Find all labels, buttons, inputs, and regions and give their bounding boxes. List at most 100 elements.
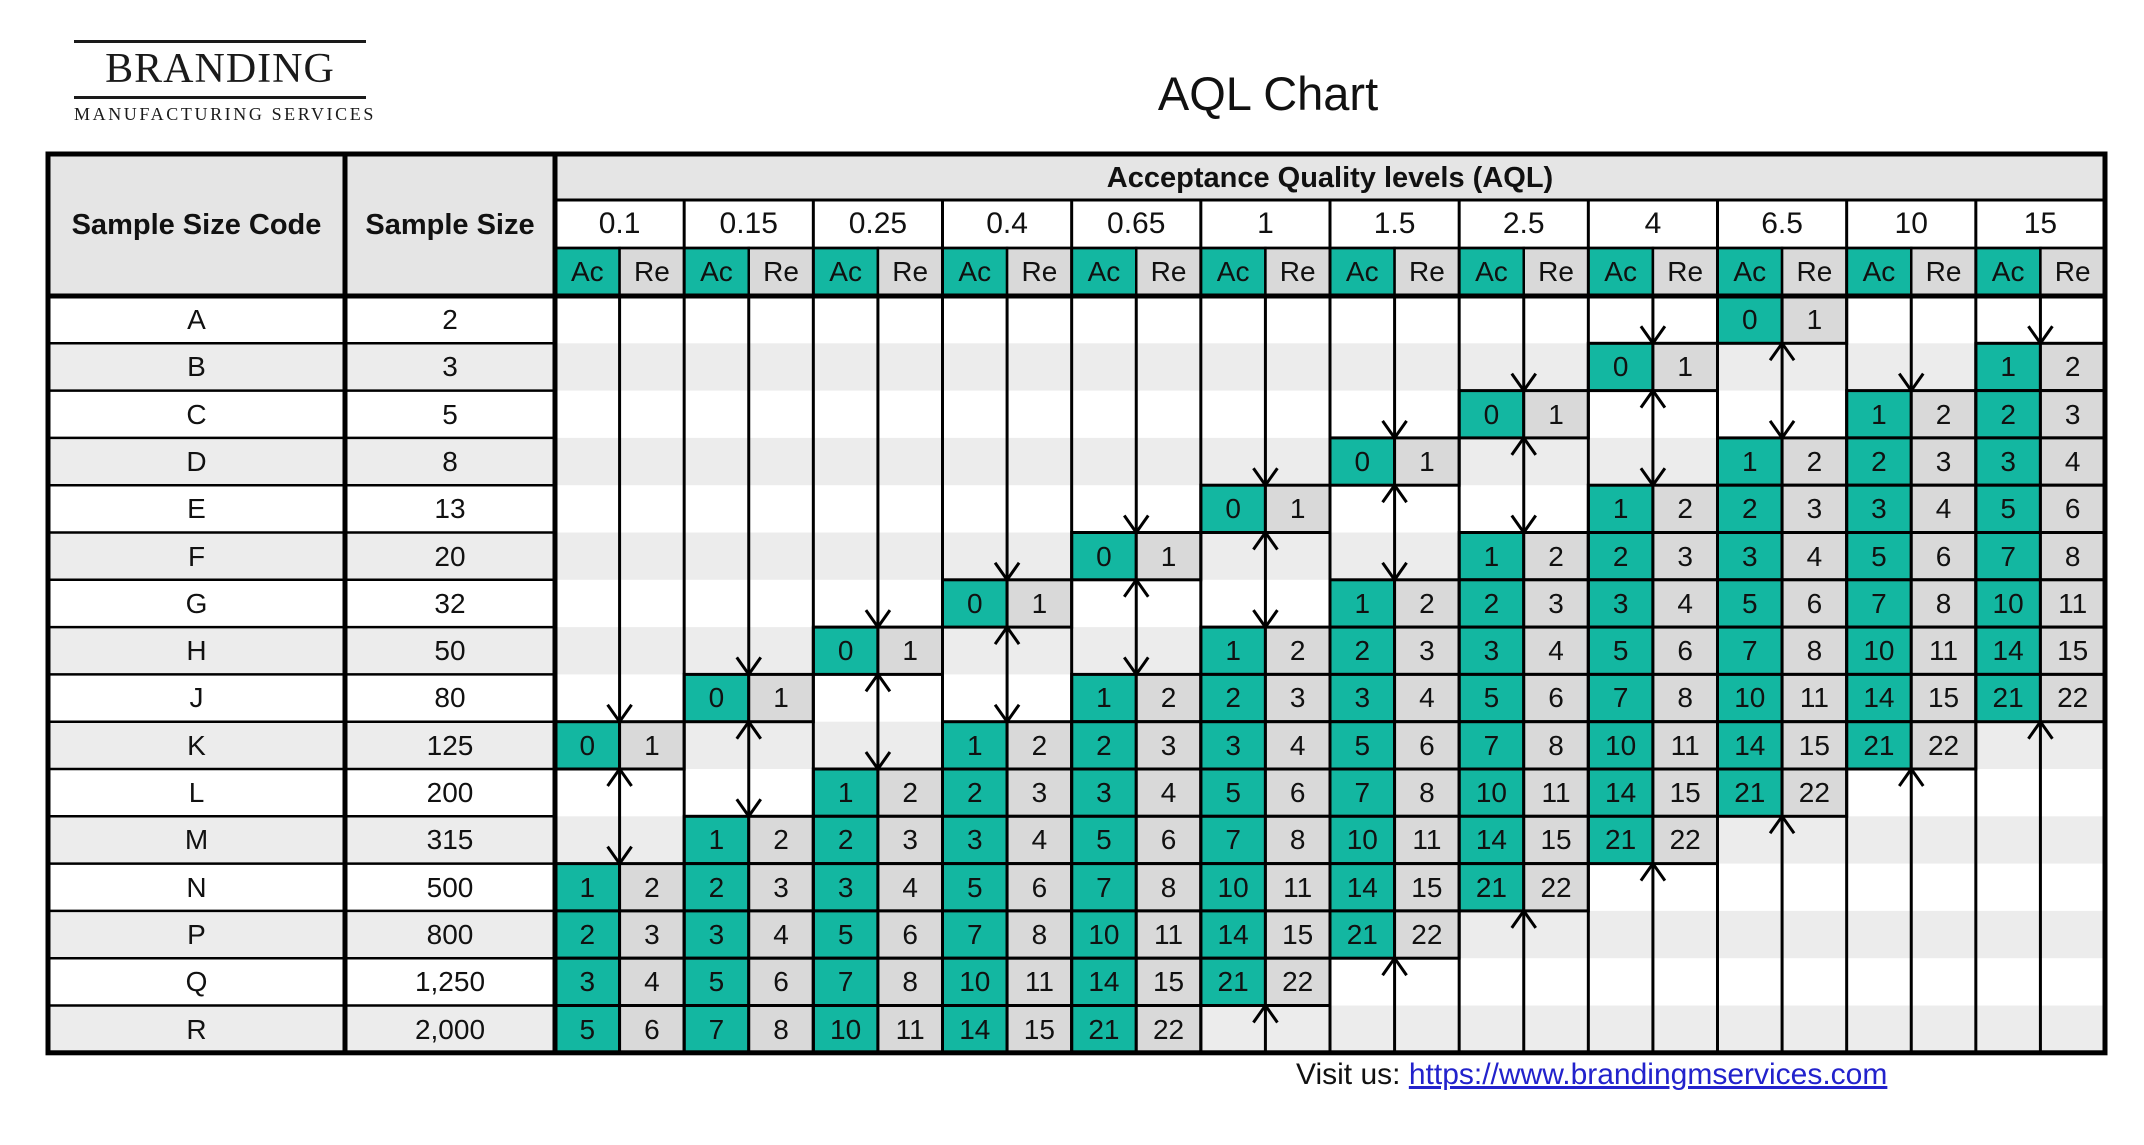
ac-value-cell xyxy=(1457,767,1526,818)
ac-value-cell xyxy=(1715,672,1784,724)
table-outer-border xyxy=(45,151,2108,1056)
re-value-cell xyxy=(2038,483,2107,535)
arrow-up-down-icon xyxy=(864,671,892,772)
ac-value-cell xyxy=(1328,814,1397,866)
re-value-cell xyxy=(1134,672,1203,724)
ac-value-cell xyxy=(1457,578,1526,629)
re-value-cell xyxy=(876,1004,944,1055)
ac-value-cell xyxy=(1586,720,1655,771)
ac-value-cell xyxy=(1715,625,1784,676)
ac-value-cell xyxy=(811,625,880,676)
ac-value-cell xyxy=(1070,720,1138,771)
ac-header-cell xyxy=(812,246,880,298)
ac-value-cell xyxy=(1974,672,2042,724)
re-value-cell xyxy=(2038,341,2107,393)
ac-value-cell xyxy=(1199,672,1267,724)
re-value-cell xyxy=(747,909,815,960)
ac-value-cell xyxy=(1586,578,1655,629)
re-value-cell xyxy=(1522,625,1590,676)
re-value-cell xyxy=(1651,625,1719,676)
arrow-up-down-icon xyxy=(1381,482,1408,583)
ac-value-cell xyxy=(1974,625,2042,676)
ac-value-cell xyxy=(940,1004,1009,1055)
footer-link[interactable]: https://www.brandingmservices.com xyxy=(1408,1058,1888,1091)
arrow-down-icon xyxy=(1639,296,1667,346)
re-value-cell xyxy=(1134,956,1203,1008)
re-value-cell xyxy=(747,672,815,724)
re-value-cell xyxy=(618,720,686,771)
re-value-cell xyxy=(618,862,686,913)
arrow-up-down-icon xyxy=(1123,577,1150,678)
ac-value-cell xyxy=(1457,531,1526,582)
ac-value-cell xyxy=(940,909,1009,960)
ac-header-cell xyxy=(553,246,621,298)
re-value-cell xyxy=(1909,720,1978,771)
ac-value-cell xyxy=(1070,862,1138,913)
ac-value-cell xyxy=(553,1004,622,1055)
re-value-cell xyxy=(1393,672,1461,724)
arrow-up-down-icon xyxy=(1252,529,1279,630)
ac-value-cell xyxy=(1845,625,1913,676)
ac-value-cell xyxy=(940,720,1009,771)
re-value-cell xyxy=(1134,767,1203,818)
ac-value-cell xyxy=(1715,294,1784,345)
ac-value-cell xyxy=(1070,814,1138,866)
ac-value-cell xyxy=(1974,436,2042,487)
re-value-cell xyxy=(1134,531,1203,582)
re-header-cell xyxy=(1134,246,1203,298)
re-value-cell xyxy=(1005,767,1074,818)
ac-value-cell xyxy=(682,909,751,960)
re-value-cell xyxy=(1651,767,1719,818)
re-value-cell xyxy=(1522,720,1590,771)
re-header-cell xyxy=(1651,246,1719,298)
ac-value-cell xyxy=(1586,483,1655,535)
arrow-down-icon xyxy=(735,296,762,678)
ac-value-cell xyxy=(1070,672,1138,724)
arrow-up-down-icon xyxy=(735,719,762,819)
ac-value-cell xyxy=(811,1004,880,1055)
arrow-down-icon xyxy=(1123,296,1150,536)
re-value-cell xyxy=(1393,436,1461,487)
re-value-cell xyxy=(1134,814,1203,866)
ac-value-cell xyxy=(553,956,622,1008)
re-value-cell xyxy=(1263,814,1332,866)
re-header-cell xyxy=(876,246,944,298)
ac-value-cell xyxy=(1070,909,1138,960)
banner-bg xyxy=(555,154,2105,200)
re-value-cell xyxy=(1393,578,1461,629)
re-value-cell xyxy=(2038,389,2107,440)
ac-value-cell xyxy=(1586,672,1655,724)
re-value-cell xyxy=(1522,814,1590,866)
ac-value-cell xyxy=(1586,531,1655,582)
ac-value-cell xyxy=(1845,720,1913,771)
re-value-cell xyxy=(1393,625,1461,676)
ac-value-cell xyxy=(1457,672,1526,724)
re-value-cell xyxy=(1780,294,1849,345)
ac-value-cell xyxy=(1199,909,1267,960)
arrow-up-down-icon xyxy=(1639,387,1667,488)
arrow-down-icon xyxy=(864,296,892,630)
ac-value-cell xyxy=(1457,720,1526,771)
arrow-up-down-icon xyxy=(1510,435,1537,536)
ac-value-cell xyxy=(1070,767,1138,818)
arrow-up-icon xyxy=(1381,955,1408,1053)
re-value-cell xyxy=(1522,531,1590,582)
ac-value-cell xyxy=(1457,625,1526,676)
ac-header-cell xyxy=(1974,246,2042,298)
ac-value-cell xyxy=(1715,436,1784,487)
ac-value-cell xyxy=(1974,341,2042,393)
ac-header-cell xyxy=(1070,246,1138,298)
ac-value-cell xyxy=(811,862,880,913)
re-value-cell xyxy=(876,909,944,960)
re-header-cell xyxy=(1393,246,1461,298)
ac-value-cell xyxy=(1328,909,1397,960)
re-value-cell xyxy=(1651,483,1719,535)
ac-value-cell xyxy=(940,767,1009,818)
ac-value-cell xyxy=(682,1004,751,1055)
re-value-cell xyxy=(1393,767,1461,818)
ac-value-cell xyxy=(1199,625,1267,676)
ac-value-cell xyxy=(1586,341,1655,393)
re-value-cell xyxy=(1522,862,1590,913)
ac-value-cell xyxy=(1070,1004,1138,1055)
